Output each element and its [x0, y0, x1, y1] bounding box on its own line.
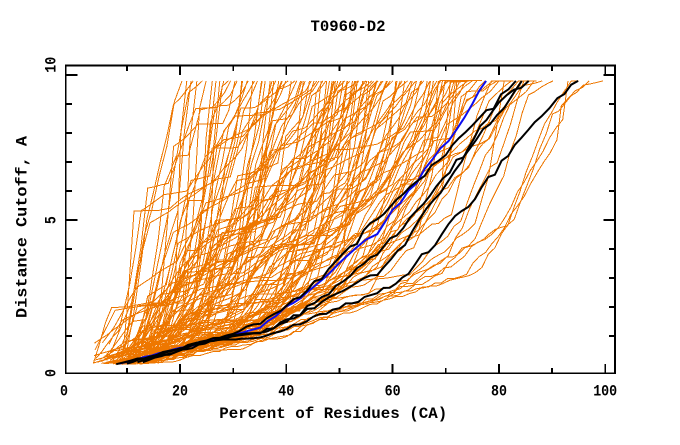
- svg-text:T0960-D2: T0960-D2: [311, 18, 386, 36]
- svg-text:100: 100: [593, 383, 617, 401]
- svg-text:Percent of Residues (CA): Percent of Residues (CA): [219, 405, 447, 423]
- svg-text:20: 20: [172, 383, 188, 401]
- svg-text:80: 80: [491, 383, 507, 401]
- svg-text:Distance Cutoff, A: Distance Cutoff, A: [14, 136, 32, 318]
- svg-text:5: 5: [42, 216, 60, 224]
- svg-text:0: 0: [42, 369, 60, 377]
- svg-text:10: 10: [42, 57, 60, 73]
- svg-text:60: 60: [385, 383, 401, 401]
- svg-text:40: 40: [278, 383, 294, 401]
- svg-text:0: 0: [60, 383, 68, 401]
